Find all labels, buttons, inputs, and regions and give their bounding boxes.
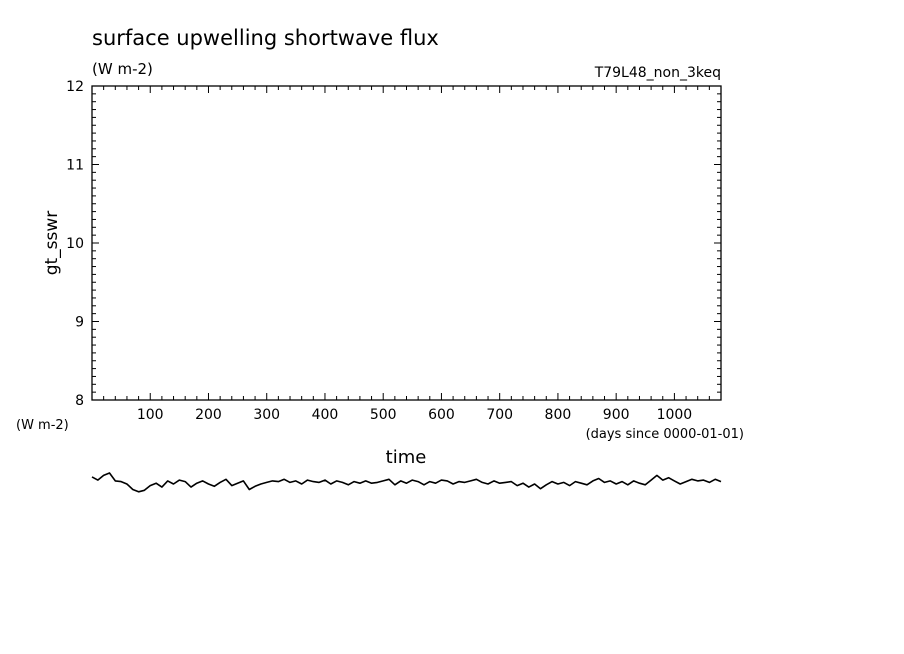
- x-tick-label: 300: [253, 407, 280, 423]
- y-axis-units: (W m-2): [16, 418, 69, 433]
- x-axis-units: (days since 0000-01-01): [586, 427, 744, 442]
- chart-subtitle-units: (W m-2): [92, 60, 153, 78]
- x-axis-ticks: [103, 86, 710, 400]
- x-tick-label: 400: [312, 407, 339, 423]
- x-tick-label: 900: [603, 407, 630, 423]
- y-axis-tick-labels: 8 9 10 11 12: [66, 79, 84, 409]
- run-label: T79L48_non_3keq: [594, 65, 721, 81]
- y-axis-label: gt_sswr: [42, 211, 62, 276]
- x-axis-tick-labels: 100 200 300 400 500 600 700 800 900 1000: [137, 407, 692, 423]
- y-tick-label: 8: [75, 393, 84, 409]
- y-tick-label: 9: [75, 315, 84, 331]
- plot-frame: [91, 85, 722, 401]
- x-tick-label: 200: [195, 407, 222, 423]
- x-tick-label: 100: [137, 407, 164, 423]
- y-tick-label: 12: [66, 79, 84, 95]
- x-tick-label: 700: [486, 407, 513, 423]
- x-axis-label: time: [386, 447, 427, 468]
- x-tick-label: 600: [428, 407, 455, 423]
- y-tick-label: 11: [66, 158, 84, 174]
- x-tick-label: 1000: [657, 407, 693, 423]
- x-tick-label: 800: [545, 407, 572, 423]
- x-tick-label: 500: [370, 407, 397, 423]
- y-tick-label: 10: [66, 236, 84, 252]
- chart-title: surface upwelling shortwave flux: [92, 26, 439, 50]
- series-line: [91, 472, 722, 493]
- y-axis-ticks: [92, 93, 721, 393]
